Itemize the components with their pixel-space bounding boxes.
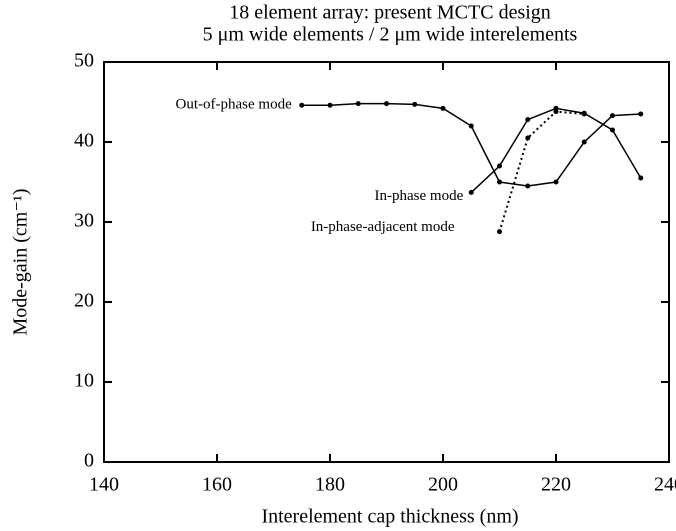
data-point: [581, 111, 587, 117]
y-axis-label: Mode-gain (cm⁻¹): [10, 188, 32, 335]
data-point: [468, 123, 474, 129]
chart-title: 18 element array: present MCTC design: [229, 2, 551, 24]
data-point: [412, 101, 418, 107]
data-point: [553, 109, 559, 115]
data-point: [327, 102, 333, 108]
data-point: [553, 179, 559, 185]
data-point: [581, 139, 587, 145]
y-tick-label: 10: [74, 370, 94, 392]
x-tick-label: 160: [202, 474, 232, 496]
data-point: [355, 101, 361, 107]
y-tick-label: 30: [74, 210, 94, 232]
series-label: Out-of-phase mode: [176, 97, 293, 113]
data-point: [610, 127, 615, 133]
series-label: In-phase mode: [375, 188, 464, 204]
data-point: [497, 163, 502, 169]
x-axis-label: Interelement cap thickness (nm): [261, 506, 518, 528]
data-point: [497, 179, 502, 185]
x-tick-label: 140: [89, 474, 119, 496]
data-point: [638, 111, 644, 117]
y-tick-label: 20: [74, 290, 94, 312]
series-label: In-phase-adjacent mode: [311, 219, 455, 235]
data-point: [525, 117, 531, 123]
y-tick-label: 50: [74, 50, 94, 72]
y-tick-label: 40: [74, 130, 94, 152]
series-line: [498, 110, 585, 232]
data-point: [497, 229, 502, 235]
y-tick-label: 0: [84, 450, 94, 472]
x-tick-label: 180: [315, 474, 345, 496]
chart-subtitle: 5 μm wide elements / 2 μm wide interelem…: [203, 24, 578, 46]
data-point: [610, 113, 615, 119]
data-point: [525, 183, 531, 189]
data-point: [299, 102, 305, 108]
data-point: [638, 175, 644, 181]
data-point: [384, 101, 389, 107]
data-point: [525, 135, 531, 141]
plot-frame: [103, 61, 670, 463]
data-point: [468, 189, 474, 195]
data-point: [440, 105, 446, 111]
x-tick-label: 240: [654, 474, 676, 496]
x-tick-label: 200: [428, 474, 458, 496]
x-tick-label: 220: [541, 474, 571, 496]
